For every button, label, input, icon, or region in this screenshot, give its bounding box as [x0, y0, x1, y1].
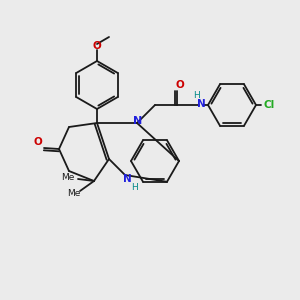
Text: O: O: [176, 80, 184, 90]
Text: Cl: Cl: [263, 100, 274, 110]
Text: N: N: [134, 116, 142, 126]
Text: O: O: [34, 137, 42, 147]
Text: N: N: [196, 99, 206, 109]
Text: H: H: [130, 182, 137, 191]
Text: H: H: [194, 92, 200, 100]
Text: Me: Me: [61, 172, 75, 182]
Text: N: N: [123, 174, 131, 184]
Text: O: O: [93, 41, 101, 51]
Text: Me: Me: [67, 188, 81, 197]
